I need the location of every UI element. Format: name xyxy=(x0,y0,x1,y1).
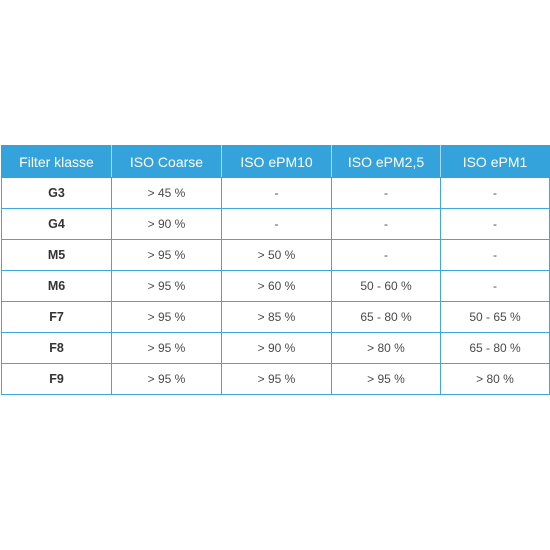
cell-iso-epm1: - xyxy=(440,239,550,271)
cell-iso-coarse: > 95 % xyxy=(111,363,222,395)
cell-iso-epm1: - xyxy=(440,270,550,302)
table-row: M6 > 95 % > 60 % 50 - 60 % - xyxy=(1,270,550,302)
row-filter-class: G3 xyxy=(1,177,112,209)
row-filter-class: M5 xyxy=(1,239,112,271)
row-filter-class: F8 xyxy=(1,332,112,364)
cell-iso-epm2-5: > 80 % xyxy=(331,332,441,364)
cell-iso-epm2-5: > 95 % xyxy=(331,363,441,395)
cell-iso-epm1: - xyxy=(440,177,550,209)
cell-iso-epm2-5: - xyxy=(331,208,441,240)
table-row: G3 > 45 % - - - xyxy=(1,177,550,209)
cell-iso-epm10: - xyxy=(221,208,332,240)
cell-iso-epm1: 65 - 80 % xyxy=(440,332,550,364)
cell-iso-epm10: > 50 % xyxy=(221,239,332,271)
header-iso-epm2-5: ISO ePM2,5 xyxy=(331,145,441,178)
cell-iso-epm1: - xyxy=(440,208,550,240)
cell-iso-epm10: - xyxy=(221,177,332,209)
cell-iso-epm2-5: - xyxy=(331,177,441,209)
cell-iso-epm1: > 80 % xyxy=(440,363,550,395)
row-filter-class: M6 xyxy=(1,270,112,302)
header-iso-epm10: ISO ePM10 xyxy=(221,145,332,178)
filter-class-table: Filter klasse ISO Coarse ISO ePM10 ISO e… xyxy=(1,145,550,395)
header-filter-klasse: Filter klasse xyxy=(1,145,112,178)
cell-iso-epm10: > 90 % xyxy=(221,332,332,364)
cell-iso-coarse: > 95 % xyxy=(111,301,222,333)
cell-iso-coarse: > 45 % xyxy=(111,177,222,209)
table-header: Filter klasse ISO Coarse ISO ePM10 ISO e… xyxy=(1,145,550,178)
cell-iso-coarse: > 95 % xyxy=(111,332,222,364)
cell-iso-epm2-5: 50 - 60 % xyxy=(331,270,441,302)
row-filter-class: F9 xyxy=(1,363,112,395)
header-row: Filter klasse ISO Coarse ISO ePM10 ISO e… xyxy=(1,145,550,178)
table-body: G3 > 45 % - - - G4 > 90 % - - - M5 > 95 … xyxy=(1,177,550,395)
header-iso-coarse: ISO Coarse xyxy=(111,145,222,178)
table-row: F8 > 95 % > 90 % > 80 % 65 - 80 % xyxy=(1,332,550,364)
cell-iso-epm2-5: - xyxy=(331,239,441,271)
cell-iso-coarse: > 95 % xyxy=(111,239,222,271)
cell-iso-coarse: > 95 % xyxy=(111,270,222,302)
cell-iso-epm10: > 85 % xyxy=(221,301,332,333)
header-iso-epm1: ISO ePM1 xyxy=(440,145,550,178)
cell-iso-coarse: > 90 % xyxy=(111,208,222,240)
cell-iso-epm10: > 95 % xyxy=(221,363,332,395)
cell-iso-epm1: 50 - 65 % xyxy=(440,301,550,333)
table-row: G4 > 90 % - - - xyxy=(1,208,550,240)
cell-iso-epm2-5: 65 - 80 % xyxy=(331,301,441,333)
row-filter-class: F7 xyxy=(1,301,112,333)
table-row: F9 > 95 % > 95 % > 95 % > 80 % xyxy=(1,363,550,395)
table-row: M5 > 95 % > 50 % - - xyxy=(1,239,550,271)
filter-class-table-container: Filter klasse ISO Coarse ISO ePM10 ISO e… xyxy=(1,145,550,395)
cell-iso-epm10: > 60 % xyxy=(221,270,332,302)
row-filter-class: G4 xyxy=(1,208,112,240)
table-row: F7 > 95 % > 85 % 65 - 80 % 50 - 65 % xyxy=(1,301,550,333)
